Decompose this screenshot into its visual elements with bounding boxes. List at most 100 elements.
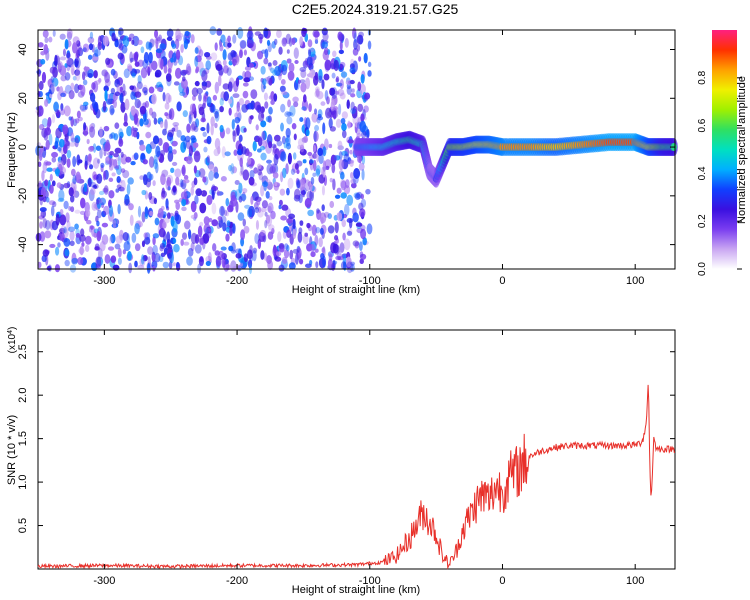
spectrogram-noise-dot — [70, 131, 75, 142]
spectrogram-noise-dot — [242, 187, 248, 194]
spectrogram-noise-dot — [350, 261, 356, 266]
spectrogram-noise-dot — [89, 31, 94, 39]
spectrogram-noise-dot — [270, 210, 276, 220]
snr-y-tick-label: 1.5 — [17, 431, 29, 446]
spectrogram-noise-dot — [202, 176, 207, 183]
spectrogram-noise-dot — [44, 37, 49, 44]
spectrogram-noise-dot — [160, 173, 166, 186]
spectrogram-noise-dot — [226, 67, 232, 76]
spectrogram-noise-dot — [68, 116, 72, 121]
spectrogram-noise-dot — [234, 127, 238, 137]
spectrogram-noise-dot — [285, 142, 292, 150]
spectrogram-noise-dot — [228, 107, 232, 116]
spectrogram-noise-dot — [206, 135, 212, 145]
spectrogram-noise-dot — [64, 72, 71, 81]
spectrogram-noise-dot — [265, 191, 270, 199]
spectrogram-noise-dot — [256, 200, 261, 206]
spectrogram-noise-dot — [287, 177, 294, 189]
spectrogram-noise-dot — [137, 74, 142, 84]
spectrogram-noise-dot — [243, 225, 250, 234]
spectrogram-noise-dot — [114, 122, 120, 129]
spectrogram-noise-dot — [95, 199, 100, 205]
spectrogram-noise-dot — [110, 68, 116, 76]
spectrogram-noise-dot — [304, 197, 312, 209]
spectrogram-noise-dot — [176, 101, 182, 112]
spectrogram-noise-dot — [87, 72, 93, 78]
spectrogram-noise-dot — [93, 183, 99, 190]
spectrogram-noise-dot — [246, 30, 254, 40]
spectrogram-noise-dot — [83, 122, 87, 131]
spectrogram-noise-dot — [49, 66, 56, 74]
spectrogram-noise-dot — [206, 194, 213, 206]
spectrogram-noise-dot — [235, 77, 240, 87]
spectrogram-noise-dot — [306, 222, 311, 229]
spectrogram-noise-dot — [366, 223, 373, 235]
spectrogram-noise-dot — [307, 49, 311, 57]
spectrogram-noise-dot — [194, 55, 199, 68]
spectrogram-noise-dot — [340, 71, 348, 78]
spectrogram-noise-dot — [325, 165, 330, 171]
spectrogram-noise-dot — [292, 96, 299, 103]
spectrogram-noise-dot — [331, 162, 336, 174]
spectrogram-noise-dot — [166, 176, 172, 187]
spectrogram-noise-dot — [38, 149, 43, 162]
spectrogram-noise-dot — [280, 215, 288, 221]
spectrogram-noise-dot — [201, 70, 208, 82]
spectrogram-noise-dot — [172, 237, 177, 244]
spectrogram-noise-dot — [124, 194, 130, 206]
snr-y-tick-label: 2.0 — [17, 388, 29, 403]
spectrogram-noise-dot — [183, 39, 188, 50]
snr-frame — [37, 329, 676, 570]
snr-y-multiplier: (x104) — [7, 327, 19, 354]
spectrogram-noise-dot — [313, 75, 319, 86]
spectrogram-noise-dot — [88, 164, 94, 170]
spectrogram-noise-dot — [189, 103, 195, 113]
spectrogram-noise-dot — [349, 79, 355, 85]
spectrogram-noise-dot — [151, 111, 157, 119]
spectrogram-noise-dot — [75, 232, 81, 238]
spectrogram-noise-dot — [188, 145, 193, 157]
spectrogram-frame — [37, 29, 676, 270]
spectrogram-noise-dot — [272, 172, 279, 179]
spectrogram-noise-dot — [39, 221, 43, 229]
spectrogram-noise-dot — [100, 162, 105, 169]
spectrogram-noise-dot — [50, 76, 55, 84]
spectrogram-noise-dot — [167, 252, 172, 259]
spectrogram-noise-dot — [66, 158, 71, 168]
spectrogram-noise-dot — [280, 122, 284, 132]
spectrogram-noise-dot — [299, 36, 304, 47]
spectrogram-noise-dot — [148, 156, 155, 168]
spectrogram-noise-dot — [168, 145, 173, 154]
spectrogram-noise-dot — [208, 252, 212, 262]
spectrogram-noise-dot — [170, 57, 174, 63]
spectrogram-noise-dot — [89, 123, 94, 133]
spectrogram-noise-dot — [343, 153, 350, 163]
spectrogram-noise-dot — [139, 175, 145, 180]
spectrogram-noise-dot — [115, 188, 120, 193]
spectrogram-noise-dot — [155, 48, 163, 54]
spectrogram-noise-dot — [190, 200, 197, 213]
spectrogram-noise-dot — [333, 106, 339, 111]
spectrogram-noise-dot — [151, 93, 157, 105]
spectrogram-noise-dot — [287, 152, 292, 165]
spectrogram-noise-dot — [312, 152, 318, 159]
spectrogram-noise-dot — [309, 68, 316, 79]
spectrogram-noise-dot — [267, 202, 274, 214]
spectrogram-noise-dot — [122, 90, 127, 96]
spectrogram-noise-dot — [193, 177, 198, 186]
spectrogram-noise-dot — [264, 219, 268, 229]
spectrogram-noise-dot — [267, 231, 274, 240]
spectrogram-noise-dot — [86, 154, 92, 166]
spectrogram-noise-dot — [361, 155, 366, 165]
spectrogram-noise-dot — [227, 52, 234, 61]
spectrogram-noise-dot — [114, 243, 121, 250]
spectrogram-noise-dot — [200, 126, 206, 132]
spectrogram-noise-dot — [253, 167, 258, 174]
spectrogram-noise-dot — [234, 116, 241, 124]
spectrogram-noise-dot — [221, 146, 226, 159]
spectrogram-noise-dot — [320, 101, 326, 106]
spectrogram-noise-dot — [108, 190, 115, 199]
spectrogram-noise-dot — [44, 230, 52, 239]
spectrogram-noise-dot — [261, 130, 266, 142]
spectrogram-noise-dot — [226, 220, 231, 227]
